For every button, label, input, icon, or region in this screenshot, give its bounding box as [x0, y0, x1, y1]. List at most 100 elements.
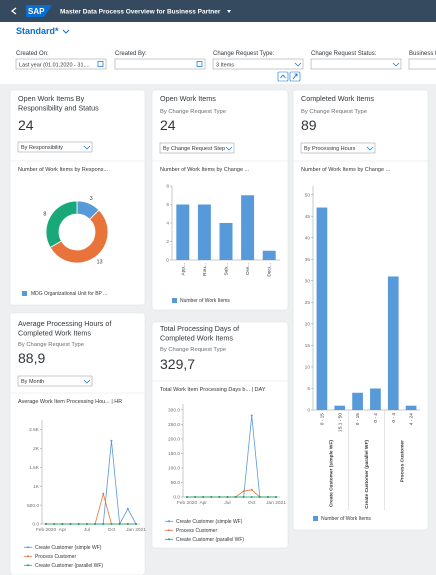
filter-label: Change Request Type: [213, 51, 275, 57]
legend-label: Create Customer (parallel WF) [35, 563, 103, 569]
y-tick-label: 2 [166, 239, 169, 245]
filter-input[interactable] [408, 58, 436, 70]
selector-value: By Processing Hours [304, 146, 356, 152]
back-button[interactable] [10, 7, 17, 15]
y-tick-label: 2.5K [29, 427, 40, 433]
selector[interactable] [300, 142, 376, 154]
kpi-value: 24 [160, 117, 176, 133]
point [210, 496, 213, 498]
y-tick-label: 25 [305, 300, 311, 306]
variant-arrow[interactable] [62, 29, 70, 34]
point [102, 523, 105, 525]
y-tick-label: 50.0 [171, 480, 181, 486]
data-label: 8 [43, 212, 46, 218]
text-line: Average Processing Hours of [18, 319, 111, 328]
y-tick-label: 4 [166, 221, 169, 227]
chart-title: Number of Work Items by Change ... [301, 167, 391, 173]
filter-label: Change Request Status: [311, 51, 377, 57]
group-label: Process Customer [400, 440, 406, 483]
legend-label: Create Customer (simple WF) [35, 545, 102, 551]
selector-arrow [83, 379, 91, 384]
x-tick-label: Sub... [224, 263, 230, 276]
selector[interactable] [159, 142, 235, 154]
y-tick-label: 15 [305, 343, 311, 349]
legend-label: MDG Organizational Unit for BP ... [31, 291, 107, 297]
x-tick-label: Oct [108, 527, 116, 533]
donut-slice [45, 200, 78, 249]
data-label: 13 [96, 259, 102, 265]
title-menu-arrow[interactable] [227, 10, 231, 13]
selector[interactable] [17, 141, 93, 153]
y-tick-label: 20 [305, 322, 311, 328]
y-tick-label: 0 [307, 408, 310, 414]
group-label: Create Customer (parallel WF) [364, 440, 370, 509]
selector-arrow [225, 146, 233, 151]
point [45, 523, 47, 525]
legend-dot [27, 546, 29, 549]
chart-title: Number of Work Items by Change ... [160, 167, 250, 173]
chart-title: Average Work Item Processing Hou... | HR [18, 399, 122, 405]
y-tick-label: 1K [33, 484, 40, 490]
text-line: Completed Work Items [301, 94, 374, 103]
point [250, 496, 253, 498]
card-title: Open Work Items [160, 94, 216, 103]
y-tick-label: 35 [305, 257, 311, 263]
collapse-button[interactable] [277, 71, 289, 82]
app-title[interactable]: Master Data Process Overview for Busines… [60, 9, 221, 16]
selector-arrow [366, 146, 374, 151]
filter-value: Last year (01.01.2020 - 31.... [19, 63, 90, 69]
selector-value: By Responsibility [21, 145, 63, 151]
legend-swatch [22, 291, 27, 296]
card-subtitle: By Change Request Type [18, 342, 84, 348]
bar [262, 250, 276, 260]
filter-input[interactable] [212, 58, 304, 70]
legend-label: Number of Work Items [321, 516, 371, 522]
card-title: Open Work Items By Responsibility and Sta… [18, 94, 99, 113]
y-tick-label: 200.0 [168, 437, 180, 443]
x-tick-label: Feb 2020 [36, 527, 57, 533]
dropdown-icon [294, 62, 302, 67]
point [135, 523, 137, 525]
x-tick-label: Rou... [202, 263, 208, 276]
text-line: Total Processing Days of [160, 324, 239, 333]
collapse-icon [280, 74, 286, 79]
point [194, 496, 197, 498]
point [250, 488, 253, 491]
sap-logo [26, 5, 52, 17]
x-tick-label: 4 - 24 [409, 413, 415, 426]
variant[interactable]: Standard* [16, 26, 59, 36]
x-tick-label: Jul [84, 527, 90, 533]
y-tick-label: 40 [305, 235, 311, 241]
point [110, 523, 113, 525]
y-tick-label: 8 [166, 184, 169, 190]
kpi-value: 329,7 [160, 356, 195, 372]
y-tick-label: 0 [166, 258, 169, 264]
filter-input[interactable] [15, 58, 107, 70]
card-title: Completed Work Items [301, 94, 374, 103]
y-tick-label: 250.0 [168, 422, 180, 428]
bar [405, 405, 417, 410]
bar [370, 388, 381, 410]
legend-dot [27, 564, 29, 567]
point [85, 523, 88, 525]
y-tick-label: 500.0 [27, 503, 39, 509]
header-area [0, 22, 436, 84]
card[interactable] [292, 89, 429, 531]
y-tick-label: 30 [305, 278, 311, 284]
filter-value: 3 Items [216, 63, 234, 69]
logo-text: SAP [28, 7, 45, 16]
point [250, 414, 253, 417]
group-label: Create Customer (simple WF) [328, 440, 334, 508]
x-tick-label: 0 - 4 [373, 413, 379, 423]
selector[interactable] [17, 375, 93, 387]
x-tick-label: 0 - 15 [355, 413, 361, 426]
y-tick-label: 1.5K [29, 465, 40, 471]
bar [316, 207, 328, 410]
filter-input[interactable] [310, 58, 402, 70]
text-line: Responsibility and Status [18, 104, 99, 113]
legend-label: Process Customer [176, 528, 217, 534]
filter-input[interactable] [114, 58, 206, 70]
filter-label: Created On: [16, 51, 49, 57]
dropdown-icon [392, 62, 400, 67]
text-line: Completed Work Items [160, 334, 233, 343]
